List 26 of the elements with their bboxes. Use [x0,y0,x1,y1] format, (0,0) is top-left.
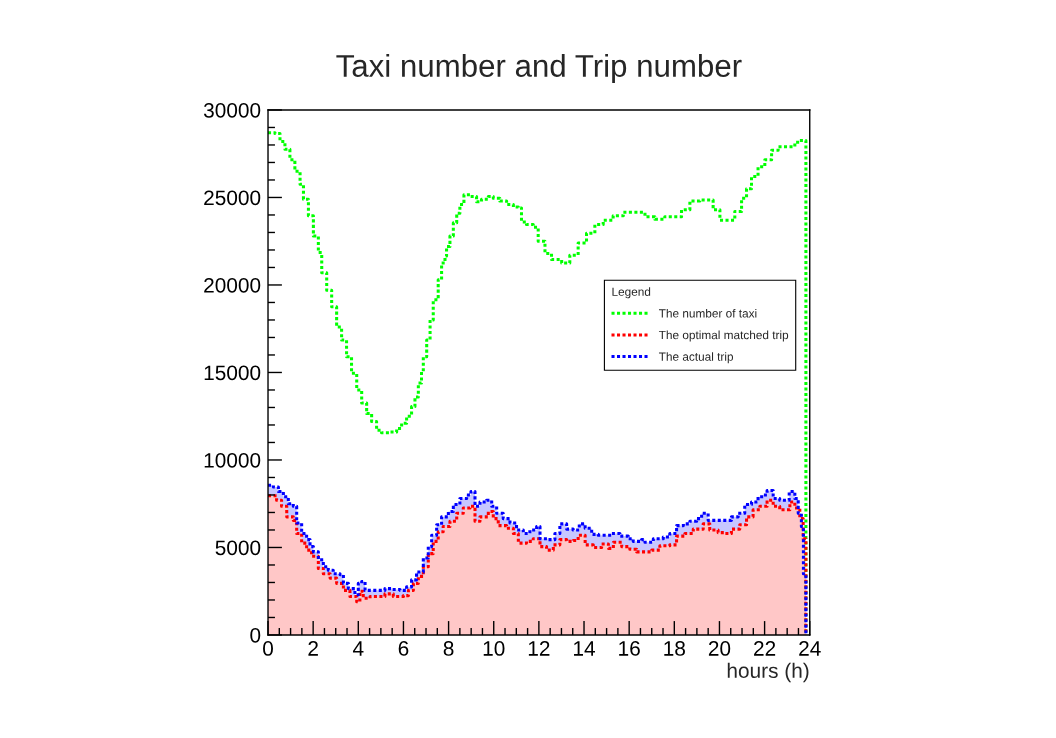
y-tick-label: 20000 [204,277,261,293]
y-tick-label: 25000 [204,190,261,206]
x-tick-label: 4 [352,641,364,656]
x-tick-label: 8 [443,641,454,656]
x-tick-label: 10 [483,641,505,656]
x-axis-title: hours (h) [727,662,809,683]
x-tick-label: 2 [308,641,318,656]
chart-title: Taxi number and Trip number [336,53,742,84]
legend-label: The number of taxi [658,308,757,318]
x-tick-label: 12 [528,641,550,656]
x-tick-label: 6 [398,641,409,656]
x-tick-label: 18 [664,641,685,656]
legend-title: Legend [612,287,651,299]
legend-label: The optimal matched trip [658,330,789,342]
y-tick-label: 15000 [204,365,261,381]
x-tick-label: 16 [619,641,640,656]
y-tick-label: 30000 [203,102,261,118]
y-tick-label: 0 [250,627,261,643]
legend-label: The actual trip [658,352,734,364]
y-tick-label: 5000 [215,540,261,556]
x-tick-label: 14 [574,641,595,656]
x-tick-label: 0 [263,641,273,656]
y-tick-label: 10000 [204,452,261,468]
x-tick-label: 24 [799,641,821,656]
x-tick-label: 22 [754,641,776,656]
x-tick-label: 20 [708,641,731,656]
